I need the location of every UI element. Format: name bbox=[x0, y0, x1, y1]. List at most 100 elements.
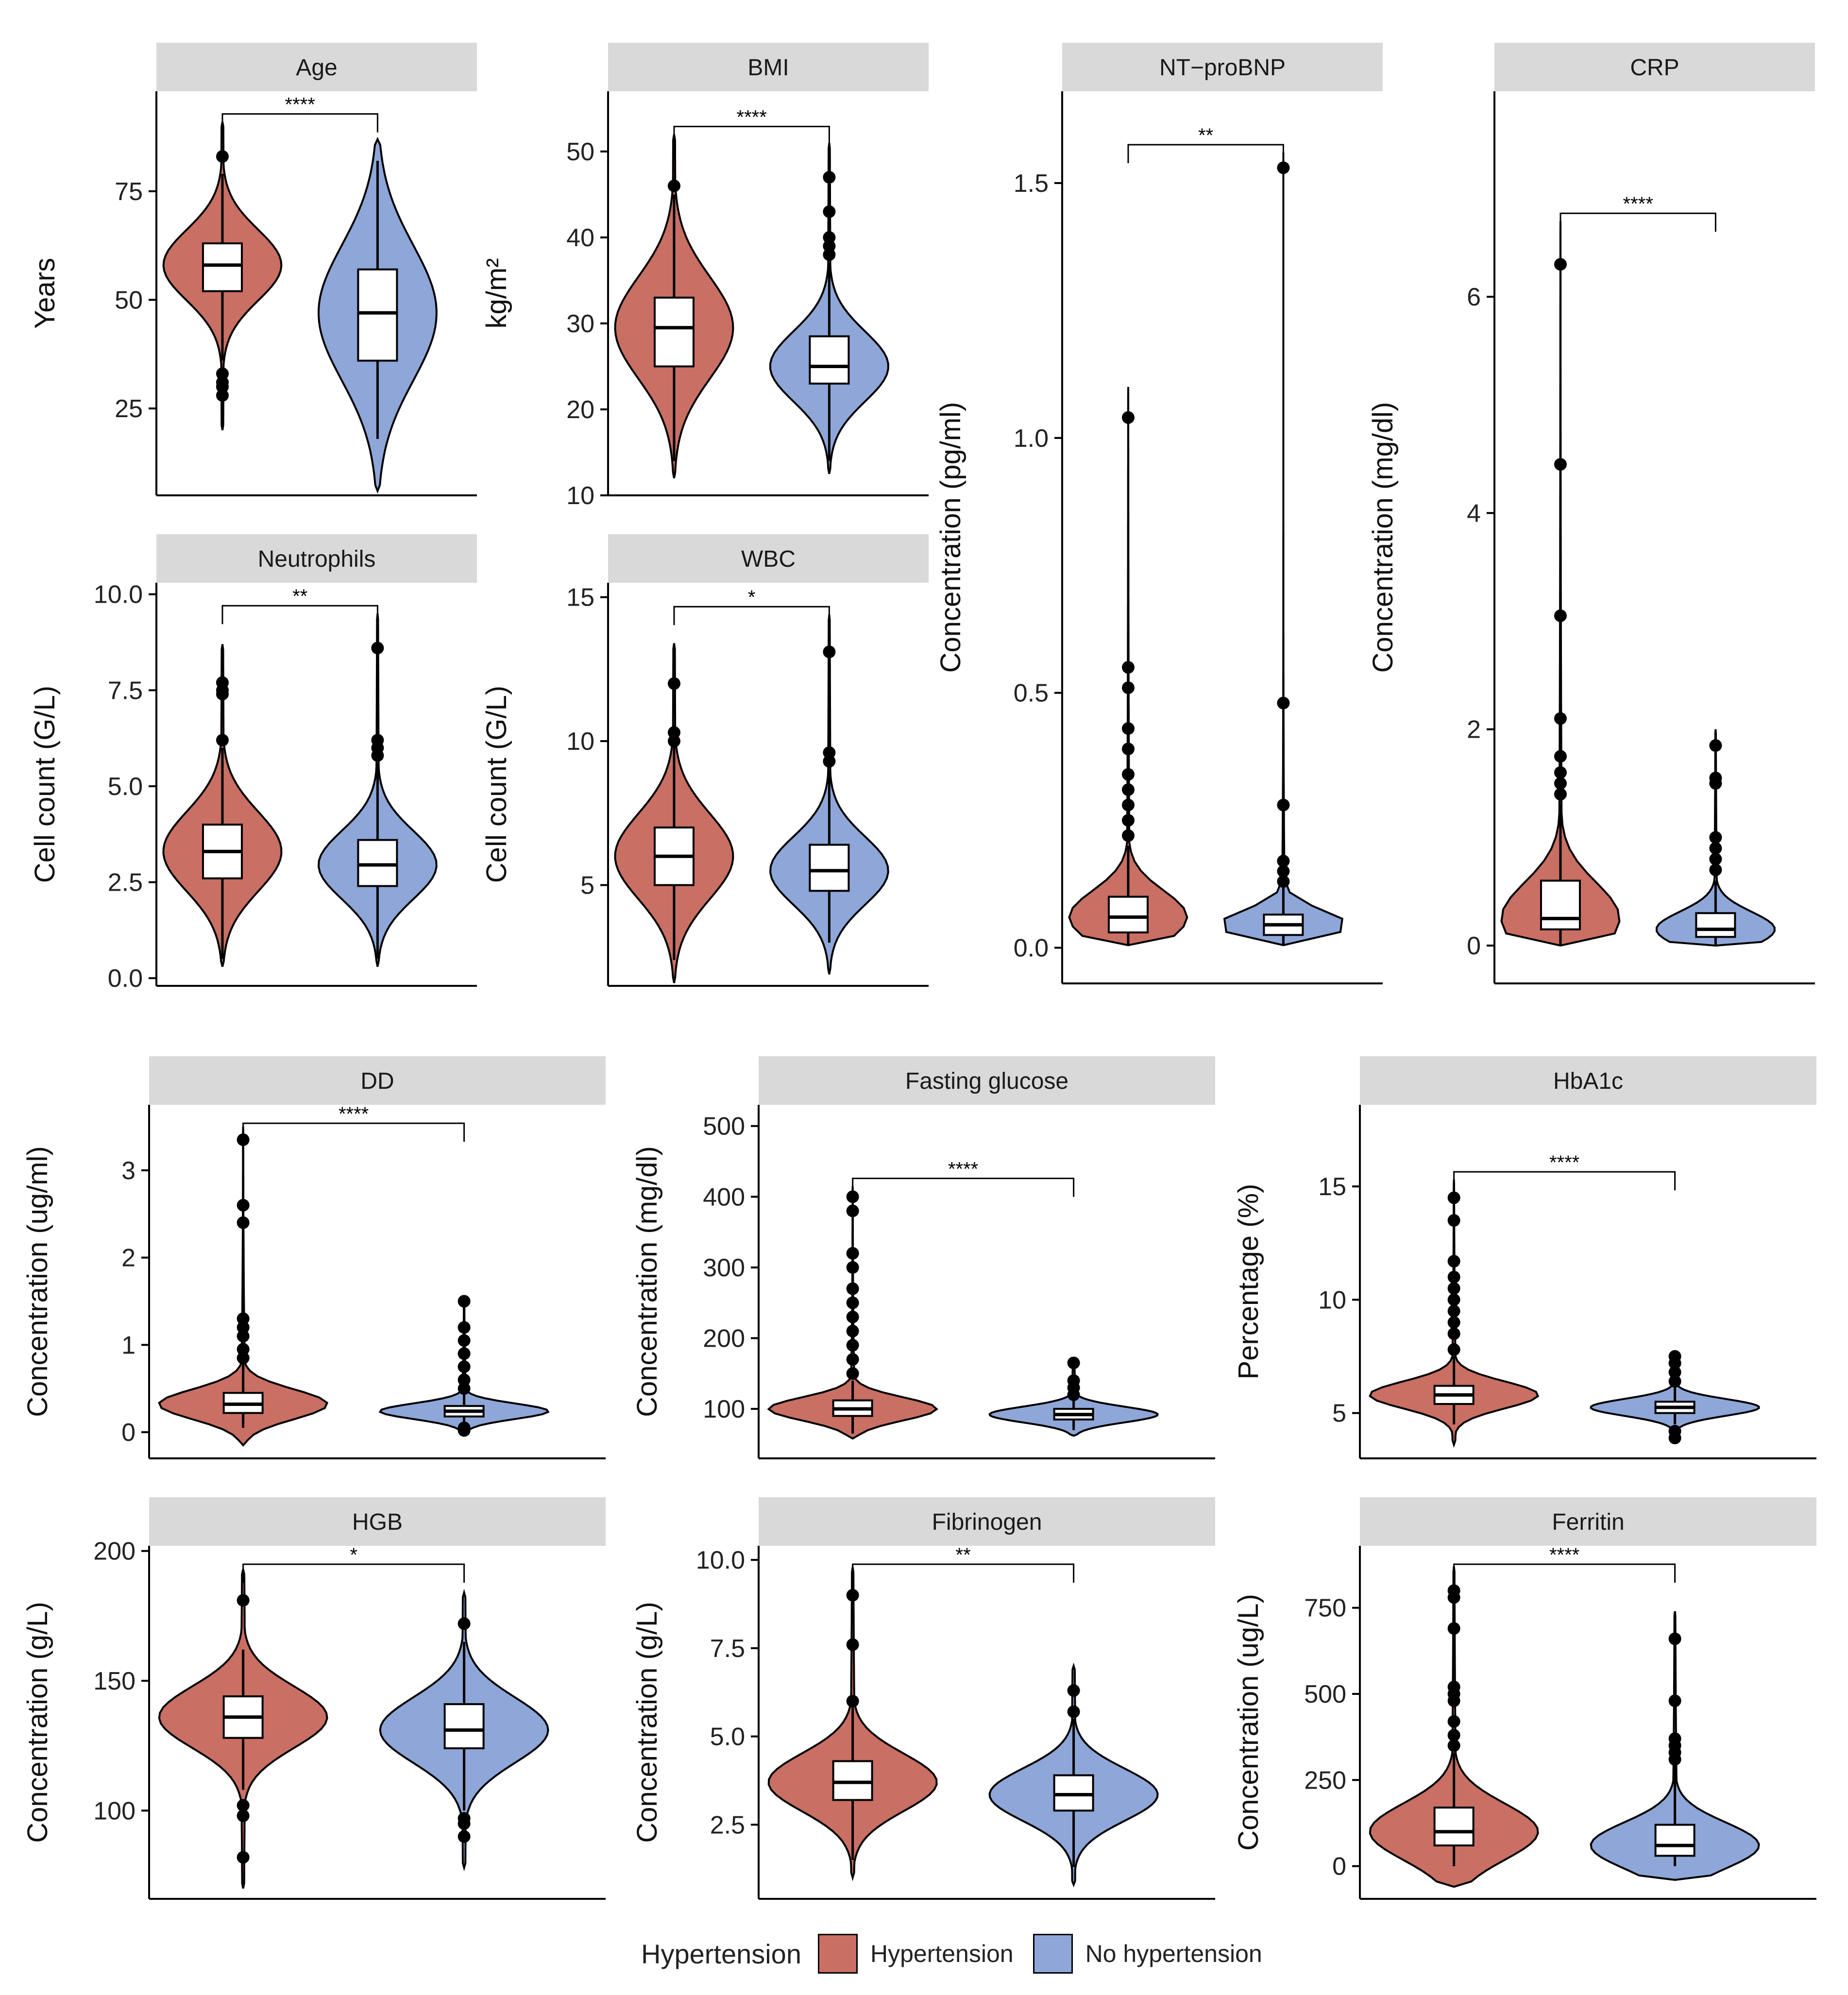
y-tick-label: 5.0 bbox=[710, 1723, 745, 1751]
y-tick-label: 15 bbox=[1318, 1173, 1346, 1201]
outlier-point bbox=[458, 1347, 471, 1360]
outlier-point bbox=[216, 676, 229, 689]
outlier-point bbox=[237, 1321, 250, 1334]
box-no-hypertension bbox=[357, 839, 398, 887]
panel-wbc: WBC 5 10 15 Cell count (G/L) * bbox=[481, 534, 929, 987]
outlier-point bbox=[1277, 875, 1290, 888]
panel-hba1c: HbA1c 5 10 15 Percentage (%) **** bbox=[1233, 1056, 1816, 1459]
outlier-point bbox=[1447, 1304, 1460, 1318]
outlier-point bbox=[1121, 814, 1135, 827]
outlier-point bbox=[1067, 1705, 1080, 1718]
outlier-point bbox=[458, 1382, 471, 1395]
outlier-point bbox=[667, 726, 680, 739]
panel-strip bbox=[1360, 1056, 1816, 1105]
panel-title: Age bbox=[296, 55, 337, 81]
y-tick-label: 1 bbox=[121, 1331, 136, 1359]
panel-title: DD bbox=[360, 1068, 394, 1094]
y-axis-label: Cell count (G/L) bbox=[481, 686, 512, 883]
y-axis-label: Concentration (g/L) bbox=[22, 1602, 53, 1843]
outlier-point bbox=[1447, 1715, 1460, 1728]
outlier-point bbox=[1121, 798, 1135, 812]
outlier-point bbox=[1447, 1255, 1460, 1268]
box-hypertension bbox=[1433, 1807, 1475, 1847]
outlier-point bbox=[1668, 1694, 1681, 1708]
box-no-hypertension bbox=[357, 268, 398, 362]
y-tick-label: 75 bbox=[115, 178, 143, 206]
outlier-point bbox=[1447, 1270, 1460, 1284]
outlier-point bbox=[823, 746, 836, 759]
outlier-point bbox=[846, 1694, 859, 1708]
outlier-point bbox=[237, 1330, 250, 1343]
panel-title: CRP bbox=[1630, 55, 1679, 81]
panel-strip bbox=[149, 1497, 606, 1546]
y-tick-label: 50 bbox=[115, 286, 143, 314]
outlier-point bbox=[1447, 1343, 1460, 1356]
outlier-point bbox=[846, 1353, 859, 1366]
outlier-point bbox=[846, 1296, 859, 1309]
panel-title: Ferritin bbox=[1552, 1509, 1624, 1535]
outlier-point bbox=[1668, 1375, 1681, 1388]
legend-title: Hypertension bbox=[641, 1938, 801, 1969]
panel-strip bbox=[1494, 43, 1815, 91]
outlier-point bbox=[823, 205, 836, 218]
y-tick-label: 300 bbox=[703, 1254, 745, 1282]
y-axis-label: Concentration (ug/ml) bbox=[22, 1146, 53, 1417]
outlier-point bbox=[1121, 768, 1135, 781]
outlier-point bbox=[1554, 609, 1567, 622]
significance-label: * bbox=[350, 1544, 357, 1566]
y-tick-label: 10 bbox=[566, 482, 594, 510]
panel-neutrophils: Neutrophils 0.0 2.5 5.0 7.5 10.0 Cell count (G… bbox=[29, 534, 477, 993]
significance-bracket bbox=[673, 606, 830, 626]
outlier-point bbox=[846, 1638, 859, 1651]
y-tick-label: 200 bbox=[93, 1538, 136, 1566]
outlier-point bbox=[371, 734, 384, 747]
significance-bracket bbox=[852, 1177, 1075, 1197]
y-axis-label: Concentration (pg/ml) bbox=[935, 402, 966, 673]
outlier-point bbox=[1121, 743, 1135, 756]
box-no-hypertension bbox=[1695, 912, 1736, 938]
outlier-point bbox=[237, 1594, 250, 1607]
y-tick-label: 5 bbox=[1332, 1400, 1346, 1428]
y-tick-label: 6 bbox=[1467, 283, 1481, 311]
outlier-point bbox=[823, 171, 836, 184]
significance-label: ** bbox=[1198, 125, 1213, 146]
panel-title: Fibrinogen bbox=[932, 1509, 1042, 1535]
y-tick-label: 0.0 bbox=[108, 964, 143, 993]
box-hypertension bbox=[653, 296, 695, 368]
outlier-point bbox=[371, 642, 384, 655]
outlier-point bbox=[1709, 739, 1722, 752]
outlier-point bbox=[458, 1617, 471, 1630]
y-axis-label: Concentration (ug/L) bbox=[1233, 1594, 1264, 1851]
outlier-point bbox=[846, 1324, 859, 1337]
y-tick-label: 500 bbox=[703, 1113, 745, 1141]
outlier-point bbox=[1668, 1732, 1681, 1745]
y-tick-label: 400 bbox=[703, 1183, 745, 1211]
y-tick-label: 0 bbox=[121, 1419, 136, 1447]
legend-label-hypertension: Hypertension bbox=[870, 1940, 1014, 1967]
significance-bracket bbox=[1453, 1171, 1676, 1190]
outlier-point bbox=[846, 1339, 859, 1352]
y-tick-label: 5.0 bbox=[108, 773, 143, 801]
panel-strip bbox=[156, 43, 477, 91]
outlier-point bbox=[823, 231, 836, 244]
outlier-point bbox=[1277, 161, 1290, 174]
panel-strip bbox=[759, 1497, 1215, 1546]
outlier-point bbox=[1277, 696, 1290, 710]
panel-strip bbox=[759, 1056, 1215, 1105]
outlier-point bbox=[1121, 681, 1135, 694]
outlier-point bbox=[237, 1851, 250, 1864]
panel-nt-probnp: NT−proBNP 0.0 0.5 1.0 1.5 Concentration (pg/m… bbox=[935, 43, 1383, 984]
outlier-point bbox=[1121, 829, 1135, 842]
panel-fibrinogen: Fibrinogen 2.5 5.0 7.5 10.0 Concentration (g/… bbox=[631, 1497, 1215, 1900]
outlier-point bbox=[1447, 1327, 1460, 1340]
outlier-point bbox=[216, 734, 229, 747]
significance-bracket bbox=[221, 605, 378, 625]
outlier-point bbox=[846, 1589, 859, 1602]
panel-ferritin: Ferritin 0 250 500 750 Concentration (ug/L) **… bbox=[1233, 1497, 1816, 1900]
outlier-point bbox=[1554, 777, 1567, 790]
outlier-point bbox=[823, 755, 836, 768]
panel-bmi: BMI 10 20 30 40 50 kg/m² **** bbox=[481, 43, 929, 510]
outlier-point bbox=[216, 150, 229, 163]
outlier-point bbox=[237, 1799, 250, 1812]
outlier-point bbox=[1121, 661, 1135, 674]
